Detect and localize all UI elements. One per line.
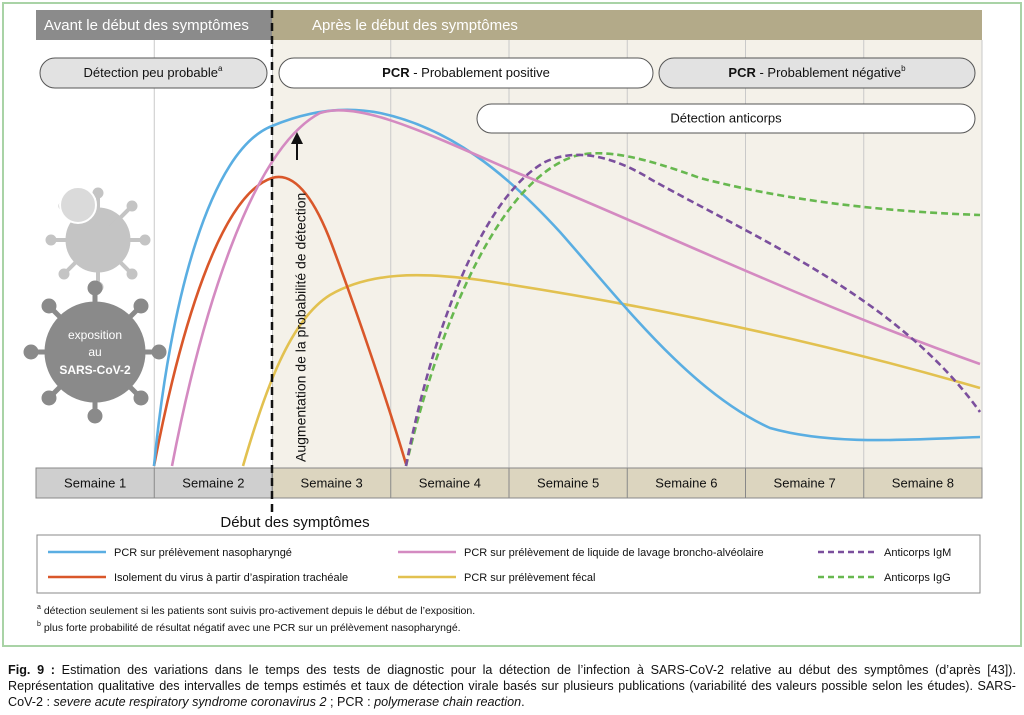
pill-text: Détection anticorps: [670, 110, 782, 125]
curve-igg: [404, 151, 981, 467]
y-axis-label: Augmentation de la probabilité de détect…: [293, 193, 309, 462]
virus-icon: [23, 280, 167, 424]
legend-label: PCR sur prélèvement fécal: [464, 572, 595, 584]
caption-label: Fig. 9 :: [8, 663, 55, 677]
legend-items: PCR sur prélèvement nasopharyngé PCR sur …: [48, 547, 951, 584]
figure: Avant le début des symptômes Après le dé…: [2, 2, 1022, 647]
week-label: Semaine 6: [655, 475, 717, 490]
exposure-text: au: [88, 345, 101, 359]
legend-label: Isolement du virus à partir d’aspiration…: [114, 572, 348, 584]
week-label: Semaine 7: [774, 475, 836, 490]
caption-text: .: [521, 695, 525, 709]
pill: [278, 57, 654, 89]
exposure-text: exposition: [68, 328, 122, 342]
week-label: Semaine 2: [182, 475, 244, 490]
curve-tracheal: [152, 175, 408, 467]
weeks: Semaine 1 Semaine 2 Semaine 3 Semaine 4 Sema…: [64, 468, 954, 498]
header-after: [272, 10, 982, 40]
caption-italic: polymerase chain reaction: [374, 695, 522, 709]
onset-label: Début des symptômes: [220, 514, 369, 531]
week-label: Semaine 4: [419, 475, 481, 490]
curve-nasopharyngeal: [152, 108, 981, 467]
footnote: b plus forte probabilité de résultat nég…: [37, 621, 461, 634]
header-before: [36, 10, 272, 40]
week-label: Semaine 5: [537, 475, 599, 490]
legend-label: PCR sur prélèvement nasopharyngé: [114, 547, 292, 559]
caption: Fig. 9 : Estimation des variations dans …: [8, 662, 1016, 710]
arrow-head: [291, 132, 303, 144]
week-label: Semaine 8: [892, 475, 954, 490]
caption-italic: severe acute respiratory syndrome corona…: [53, 695, 327, 709]
pill: [39, 57, 268, 89]
week-label: Semaine 3: [301, 475, 363, 490]
pill: [658, 57, 976, 89]
pill-text: PCR - Probablement positive: [382, 65, 550, 80]
curve-igm: [404, 153, 982, 467]
curve-lavage: [170, 108, 981, 467]
caption-text: ; PCR :: [326, 695, 375, 709]
footnote: a détection seulement si les patients so…: [37, 604, 475, 617]
caption-text: Estimation des variations dans le temps …: [8, 663, 1016, 709]
curve-fecal: [241, 273, 981, 467]
legend-label: Anticorps IgM: [884, 547, 951, 559]
header-before-text: Avant le début des symptômes: [44, 17, 249, 34]
week-label: Semaine 1: [64, 475, 126, 490]
header-after-text: Après le début des symptômes: [312, 17, 518, 34]
pill-text: Détection peu probablea: [84, 64, 223, 80]
legend-label: Anticorps IgG: [884, 572, 951, 584]
pill-text: PCR - Probablement négativeb: [728, 64, 906, 80]
legend-label: PCR sur prélèvement de liquide de lavage…: [464, 547, 764, 559]
virus-icon: [45, 186, 151, 293]
pill: [476, 103, 976, 134]
legend: [36, 534, 981, 594]
exposure-text: SARS-CoV-2: [59, 363, 131, 377]
